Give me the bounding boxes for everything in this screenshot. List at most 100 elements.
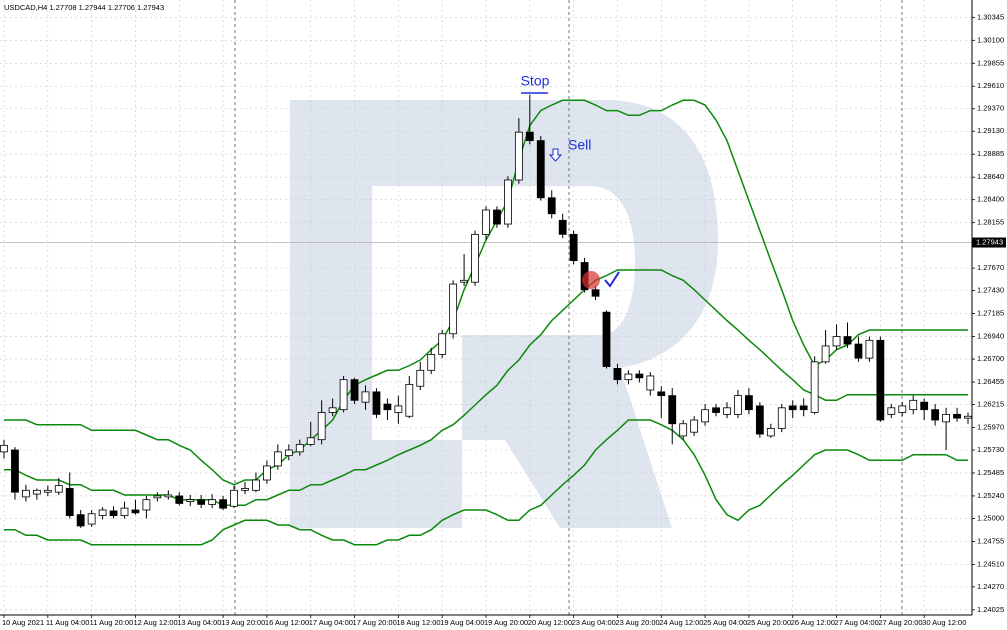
y-tick-label: 1.25970: [977, 422, 1004, 431]
y-tick-label: 1.28400: [977, 195, 1004, 204]
candle-body: [898, 405, 907, 413]
candle-body: [646, 375, 655, 391]
x-tick-label: 26 Aug 12:00: [791, 618, 835, 627]
candle-body: [679, 423, 688, 437]
x-tick-label: 17 Aug 04:00: [309, 618, 353, 627]
y-tick-label: 1.27185: [977, 309, 1004, 318]
x-tick-label: 11 Aug 04:00: [46, 618, 90, 627]
y-tick-label: 1.26215: [977, 400, 1004, 409]
x-tick-label: 13 Aug 20:00: [221, 618, 265, 627]
y-tick-label: 1.25240: [977, 491, 1004, 500]
y-tick-label: 1.25000: [977, 513, 1004, 522]
x-tick-label: 10 Aug 2021: [2, 618, 44, 627]
candle-body: [350, 379, 359, 401]
candle-body: [186, 499, 195, 502]
candle-body: [745, 395, 753, 411]
candle-body: [712, 407, 720, 413]
candle-body: [602, 311, 611, 367]
candle-body: [964, 415, 972, 419]
candle-body: [449, 283, 458, 335]
candle-body: [460, 279, 468, 283]
chart-title: USDCAD,H4 1.27708 1.27944 1.27706 1.2794…: [4, 3, 164, 12]
candle-body: [493, 209, 501, 225]
candle-body: [32, 489, 41, 495]
candle-body: [197, 499, 206, 505]
candle-body: [799, 405, 808, 411]
candle-body: [405, 383, 414, 417]
candle-body: [438, 333, 447, 355]
candle-body: [427, 353, 436, 371]
y-tick-label: 1.28885: [977, 149, 1004, 158]
candle-body: [547, 197, 556, 215]
candle-body: [909, 399, 918, 411]
y-tick-label: 1.29855: [977, 58, 1004, 67]
candle-body: [723, 407, 731, 415]
x-tick-label: 27 Aug 20:00: [878, 618, 922, 627]
y-tick-label: 1.24025: [977, 605, 1004, 614]
candle-body: [777, 407, 786, 429]
candle-body: [755, 405, 764, 435]
candle-body: [657, 391, 666, 397]
candle-body: [22, 489, 30, 498]
candle-body: [810, 361, 819, 413]
x-tick-label: 25 Aug 20:00: [747, 618, 791, 627]
candle-body: [920, 401, 929, 411]
current-price-label: 1.27943: [976, 238, 1003, 247]
candle-body: [482, 209, 490, 235]
candle-body: [635, 373, 644, 379]
y-tick-label: 1.30345: [977, 12, 1004, 21]
candle-body: [876, 339, 885, 421]
y-tick-label: 1.30100: [977, 35, 1004, 44]
y-tick-label: 1.26700: [977, 354, 1004, 363]
y-tick-label: 1.24510: [977, 559, 1004, 568]
annotations: Stop Sell: [521, 73, 620, 289]
candle-body: [230, 489, 238, 507]
candle-body: [788, 405, 797, 411]
candle-body: [273, 451, 282, 467]
candle-body: [306, 437, 315, 445]
x-tick-label: 23 Aug 20:00: [615, 618, 659, 627]
candle-body: [843, 336, 852, 345]
y-tick-label: 1.28640: [977, 172, 1004, 181]
candle-body: [76, 514, 85, 527]
candle-body: [328, 407, 337, 413]
grid: [0, 0, 972, 615]
y-tick-label: 1.26940: [977, 332, 1004, 341]
candle-body: [525, 131, 534, 142]
candle-body: [887, 407, 896, 415]
x-tick-label: 16 Aug 12:00: [265, 618, 309, 627]
x-tick-label: 13 Aug 04:00: [177, 618, 221, 627]
x-tick-label: 19 Aug 04:00: [440, 618, 484, 627]
y-tick-label: 1.29610: [977, 81, 1004, 90]
x-tick-label: 30 Aug 12:00: [922, 618, 966, 627]
candle-body: [766, 428, 775, 437]
entry-marker: [582, 271, 600, 289]
candle-body: [153, 495, 162, 499]
candle-body: [0, 444, 8, 453]
candle-body: [219, 499, 227, 509]
candle-body: [284, 449, 293, 457]
sell-label: Sell: [568, 137, 591, 153]
y-tick-label: 1.28155: [977, 218, 1004, 227]
x-tick-label: 19 Aug 20:00: [484, 618, 528, 627]
x-tick-label: 24 Aug 12:00: [659, 618, 703, 627]
candle-body: [109, 510, 118, 517]
sell-arrow: [548, 148, 563, 162]
watermark: [290, 100, 718, 528]
candle-body: [120, 507, 129, 517]
candle-body: [142, 499, 151, 511]
candle-body: [339, 379, 348, 411]
candle-body: [854, 343, 863, 359]
candle-body: [43, 489, 52, 493]
candle-body: [536, 140, 545, 199]
candle-body: [942, 413, 950, 423]
candle-body: [98, 509, 107, 517]
x-tick-label: 20 Aug 12:00: [528, 618, 572, 627]
y-tick-label: 1.29130: [977, 126, 1004, 135]
y-tick-label: 1.25730: [977, 445, 1004, 454]
candles: [0, 94, 972, 528]
x-tick-label: 18 Aug 12:00: [396, 618, 440, 627]
